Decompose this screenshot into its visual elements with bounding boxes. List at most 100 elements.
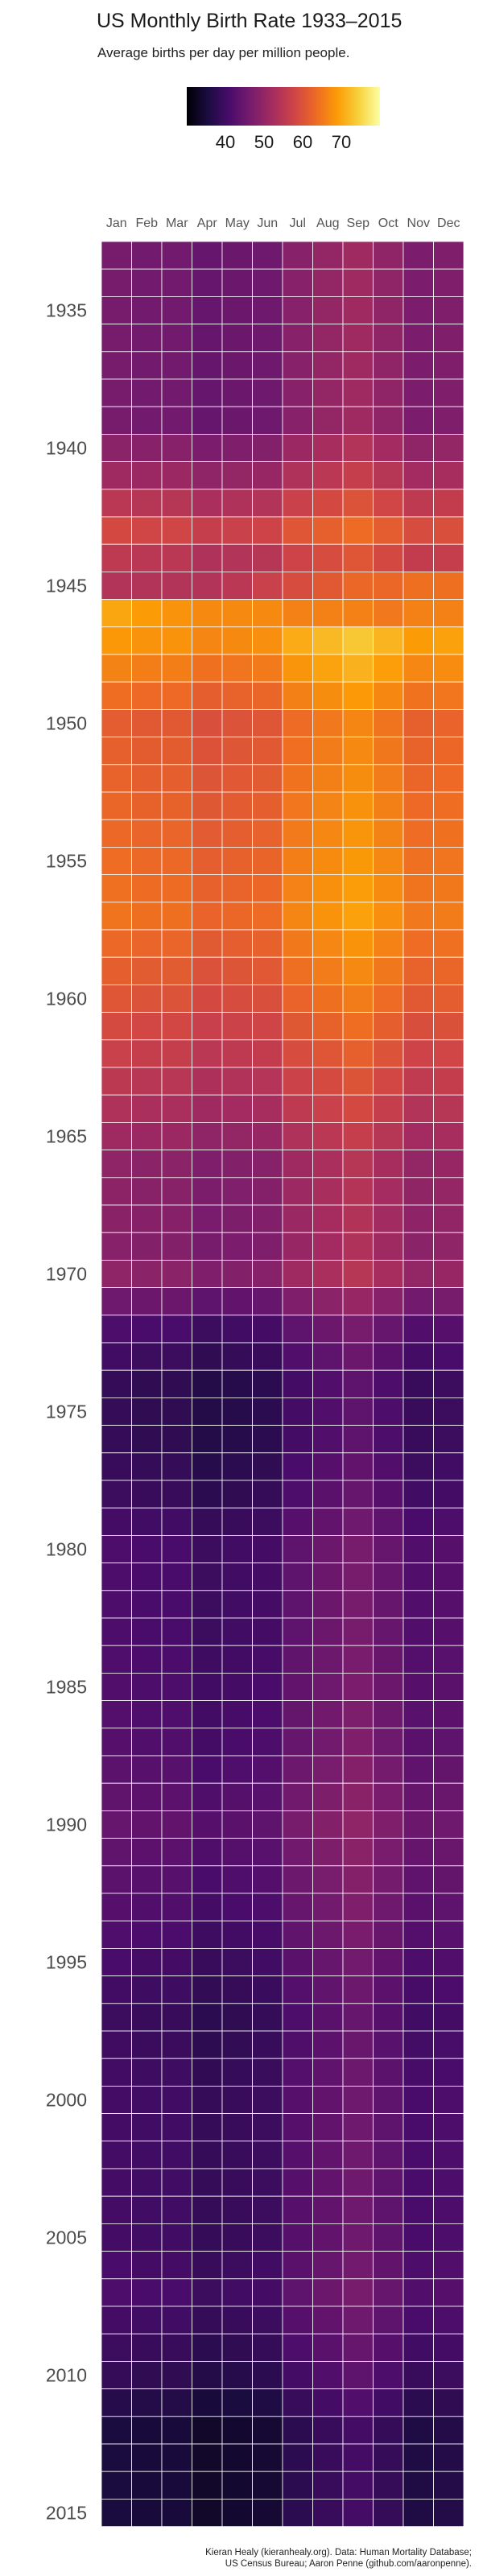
heatmap-cell [161,1975,192,2004]
heatmap-cell [282,1920,313,1949]
y-tick-label: 1965 [46,1126,87,1147]
heatmap-cell [282,1563,313,1591]
heatmap-cell [101,1369,132,1398]
heatmap-cell [282,2306,313,2334]
heatmap-cell [373,1700,404,1729]
heatmap-cell [252,378,283,407]
heatmap-cell [342,599,374,628]
heatmap-cell [161,2443,192,2472]
heatmap-cell [282,2058,313,2087]
heatmap-cell [161,378,192,407]
heatmap-cell [373,1755,404,1784]
heatmap-cell [161,2498,192,2527]
heatmap-cell [101,2498,132,2527]
heatmap-cell [101,2195,132,2224]
heatmap-cell [373,295,404,324]
heatmap-cell [433,1122,464,1151]
heatmap-cell [192,2498,223,2527]
heatmap-cell [433,1645,464,1674]
heatmap-cell [131,1094,163,1123]
heatmap-cell [402,434,434,463]
heatmap-cell [282,1838,313,1867]
heatmap-cell [282,1067,313,1096]
heatmap-cell [192,489,223,518]
heatmap-cell [433,1563,464,1591]
heatmap-cell [373,543,404,572]
heatmap-cell [433,1865,464,1894]
heatmap-cell [252,956,283,985]
heatmap-cell [433,599,464,628]
heatmap-cell [161,2471,192,2500]
heatmap-cell [252,2003,283,2032]
heatmap-cell [342,489,374,518]
legend-tick-label: 40 [215,132,236,152]
heatmap-cell [433,378,464,407]
heatmap-cell [433,1535,464,1564]
heatmap-cell [252,1975,283,2004]
heatmap-cell [433,2140,464,2169]
heatmap-cell [312,1947,344,1976]
heatmap-cell [101,324,132,353]
heatmap-cell [402,1177,434,1206]
heatmap-cell [221,1232,253,1261]
heatmap-cell [373,1480,404,1509]
heatmap-cell [252,1369,283,1398]
heatmap-cell [192,268,223,297]
heatmap-cell [312,2058,344,2087]
heatmap-cell [312,2030,344,2059]
heatmap-cell [282,1342,313,1371]
heatmap-cell [282,351,313,380]
heatmap-cell [402,2030,434,2059]
heatmap-cell [192,2003,223,2032]
heatmap-cell [373,268,404,297]
heatmap-cell [161,1150,192,1179]
heatmap-cell [282,2278,313,2307]
heatmap-cell [161,956,192,985]
heatmap-cell [312,1865,344,1894]
chart-title: US Monthly Birth Rate 1933–2015 [97,10,402,32]
heatmap-cell [402,1452,434,1481]
heatmap-cell [192,1617,223,1646]
heatmap-cell [433,902,464,931]
heatmap-cell [312,434,344,463]
heatmap-cell [131,2030,163,2059]
heatmap-cell [402,1672,434,1701]
heatmap-cell [101,2388,132,2417]
x-tick-label: May [225,217,250,230]
heatmap-cell [161,1947,192,1976]
heatmap-cell [101,709,132,738]
heatmap-cell [402,1342,434,1371]
heatmap-cell [101,351,132,380]
heatmap-cell [131,2278,163,2307]
heatmap-cell [433,1425,464,1454]
heatmap-cell [402,1287,434,1316]
heatmap-cell [252,1617,283,1646]
heatmap-cell [161,1507,192,1536]
heatmap-cell [192,1865,223,1894]
heatmap-cell [282,572,313,601]
heatmap-cell [221,2003,253,2032]
heatmap-cell [402,1315,434,1344]
heatmap-cell [161,1782,192,1811]
heatmap-cell [373,516,404,545]
heatmap-cell [312,1507,344,1536]
heatmap-cell [252,1039,283,1068]
heatmap-cell [252,2140,283,2169]
heatmap-cell [221,1342,253,1371]
heatmap-cell [131,1672,163,1701]
heatmap-cell [282,874,313,903]
heatmap-cell [252,2416,283,2445]
heatmap-cell [282,2085,313,2114]
heatmap-cell [373,599,404,628]
heatmap-cell [342,1672,374,1701]
y-tick-label: 2000 [46,2090,87,2111]
heatmap-cell [312,489,344,518]
heatmap-cell [101,654,132,683]
heatmap-cell [342,406,374,435]
heatmap-cell [252,654,283,683]
heatmap-cell [433,572,464,601]
heatmap-cell [342,985,374,1013]
heatmap-cell [192,1369,223,1398]
heatmap-cell [433,434,464,463]
heatmap-cell [161,516,192,545]
